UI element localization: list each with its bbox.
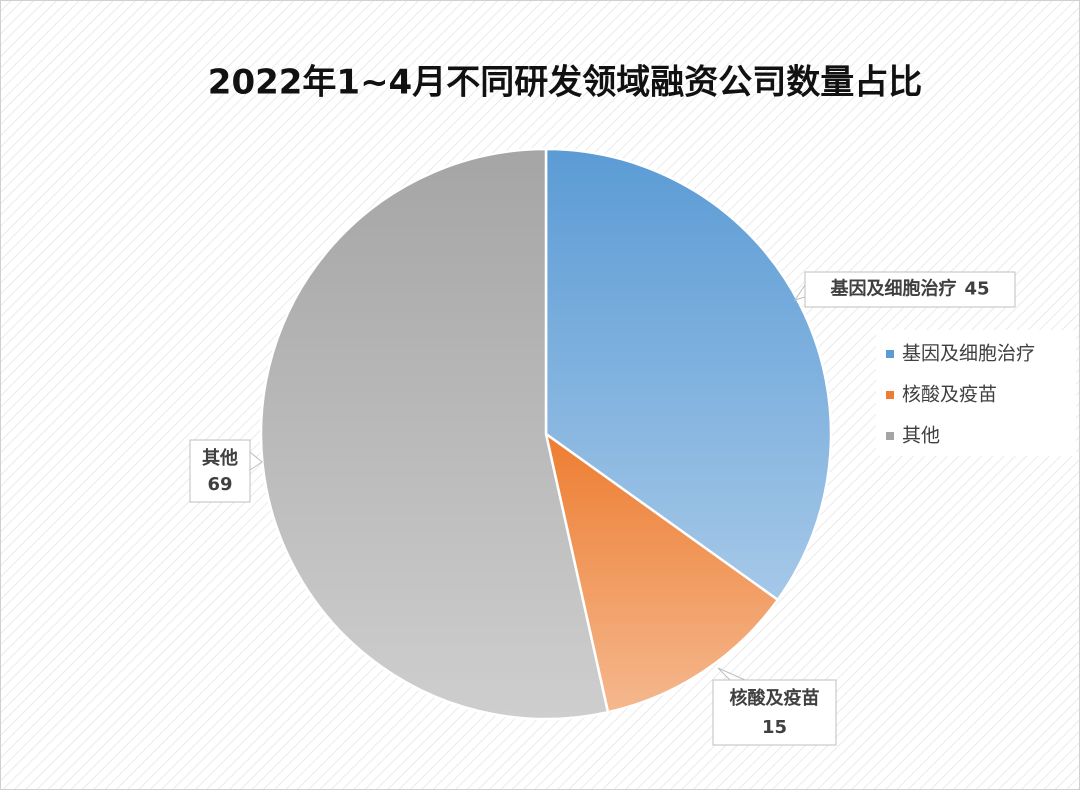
- pie: [259, 147, 833, 721]
- legend-label: 基因及细胞治疗: [902, 343, 1035, 365]
- data-label-value: 45: [964, 279, 989, 300]
- data-label-value: 69: [207, 474, 232, 495]
- legend-label: 其他: [902, 425, 940, 447]
- pie-slice: [259, 147, 610, 721]
- legend-marker: [886, 391, 894, 399]
- label-box: [712, 679, 837, 746]
- label-pointer: [717, 667, 746, 681]
- legend-box: [876, 330, 1076, 456]
- pie-slice: [544, 431, 780, 714]
- data-label-category: 其他: [202, 447, 238, 469]
- label-box: [189, 439, 251, 503]
- pie-slice: [544, 147, 833, 602]
- label-pointer: [249, 450, 263, 471]
- legend-marker: [886, 350, 894, 358]
- chart-title: 2022年1~4月不同研发领域融资公司数量占比: [208, 63, 922, 103]
- data-label: 基因及细胞治疗 45: [829, 278, 989, 300]
- label-pointer: [793, 283, 806, 301]
- data-label-category: 基因及细胞治疗: [829, 278, 956, 300]
- data-label-value: 15: [762, 717, 787, 738]
- legend-marker: [886, 432, 894, 440]
- label-box: [804, 271, 1016, 308]
- legend-label: 核酸及疫苗: [902, 384, 997, 406]
- data-label-category: 核酸及疫苗: [730, 687, 820, 709]
- data-labels: 基因及细胞治疗 45 核酸及疫苗 15 其他 69: [189, 271, 1016, 746]
